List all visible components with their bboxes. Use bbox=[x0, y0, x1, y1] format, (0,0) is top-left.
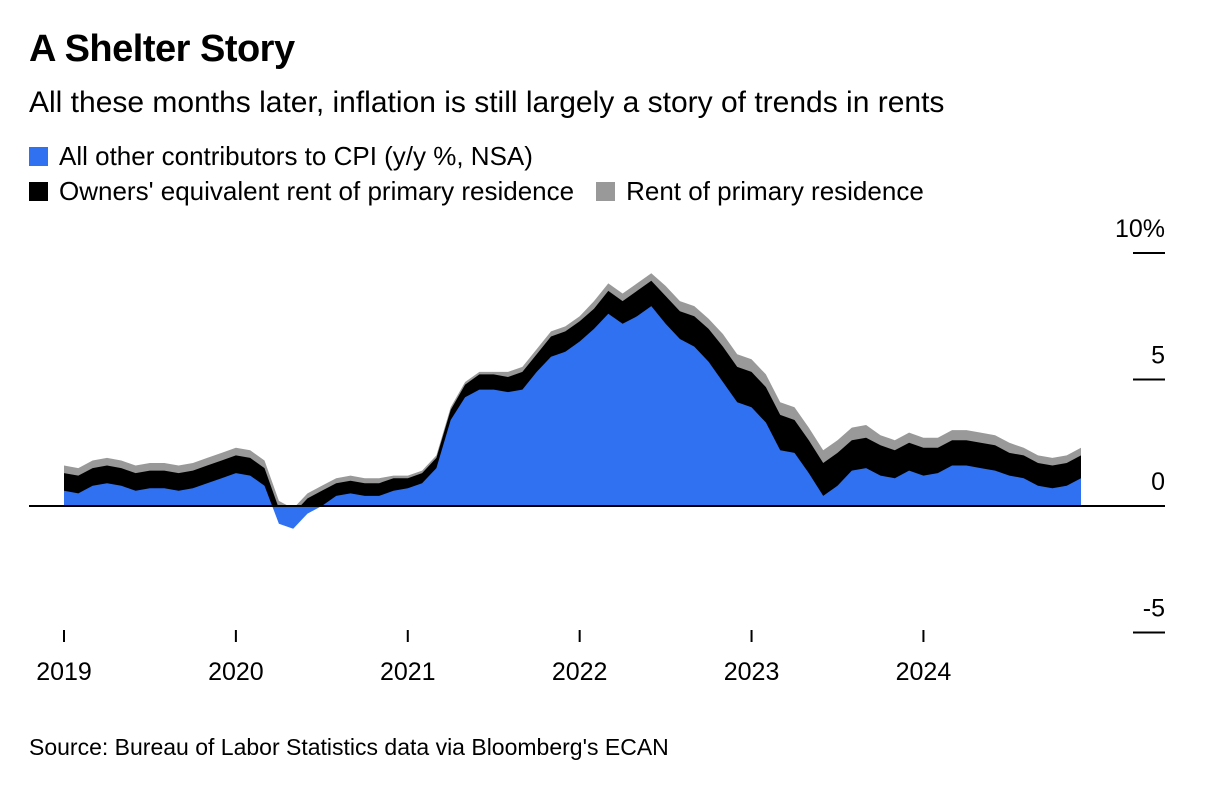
y-tick-label: -5 bbox=[1143, 595, 1165, 623]
area-other bbox=[64, 306, 1081, 529]
legend-label-rent: Rent of primary residence bbox=[626, 176, 924, 206]
legend-swatch-other bbox=[29, 147, 48, 166]
x-tick-label: 2020 bbox=[208, 658, 264, 686]
legend-row-1: All other contributors to CPI (y/y %, NS… bbox=[29, 141, 555, 172]
x-axis: 2019 2020 2021 2022 2023 2024 bbox=[36, 630, 951, 686]
legend-label-other: All other contributors to CPI (y/y %, NS… bbox=[59, 141, 533, 171]
chart-subtitle: All these months later, inflation is sti… bbox=[29, 86, 945, 119]
x-tick-label: 2022 bbox=[552, 658, 608, 686]
y-axis: 10% 5 0 -5 bbox=[1115, 215, 1165, 634]
x-tick-label: 2024 bbox=[896, 658, 952, 686]
legend-swatch-rent bbox=[596, 182, 616, 201]
y-tick-label: 5 bbox=[1151, 342, 1165, 370]
y-tick-label: 0 bbox=[1151, 468, 1165, 496]
source-note: Source: Bureau of Labor Statistics data … bbox=[29, 734, 669, 760]
x-tick-label: 2019 bbox=[36, 658, 92, 686]
legend-item-other: All other contributors to CPI (y/y %, NS… bbox=[29, 141, 533, 172]
chart-title: A Shelter Story bbox=[29, 28, 295, 70]
legend-item-rent: Rent of primary residence bbox=[596, 176, 924, 207]
x-tick-label: 2021 bbox=[380, 658, 436, 686]
y-tick-label: 10% bbox=[1115, 215, 1165, 243]
legend-swatch-oer bbox=[29, 182, 48, 201]
x-tick-label: 2023 bbox=[724, 658, 780, 686]
area-layer bbox=[64, 273, 1081, 529]
legend-label-oer: Owners' equivalent rent of primary resid… bbox=[59, 176, 575, 206]
legend-row-2: Owners' equivalent rent of primary resid… bbox=[29, 176, 946, 207]
legend-item-oer: Owners' equivalent rent of primary resid… bbox=[29, 176, 574, 207]
